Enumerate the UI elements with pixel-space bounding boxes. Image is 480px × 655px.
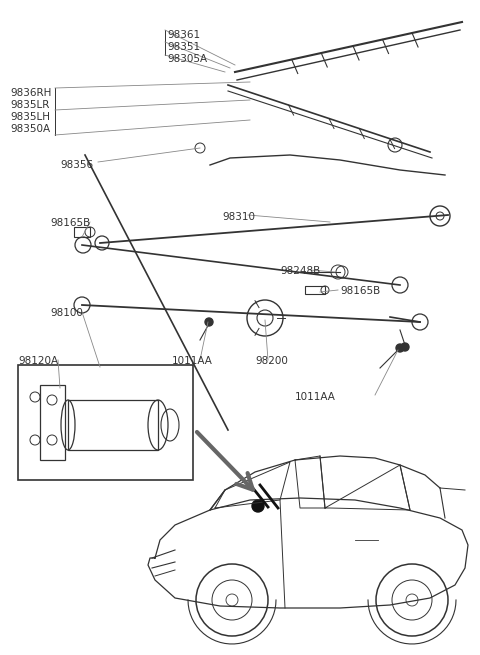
Circle shape bbox=[205, 318, 213, 326]
Text: 98356: 98356 bbox=[60, 160, 93, 170]
Text: 9835LR: 9835LR bbox=[10, 100, 49, 110]
Text: 98100: 98100 bbox=[50, 308, 83, 318]
Text: 98200: 98200 bbox=[255, 356, 288, 366]
Text: 98165B: 98165B bbox=[340, 286, 380, 296]
Circle shape bbox=[396, 344, 404, 352]
Bar bbox=[305, 286, 325, 294]
Text: 98350A: 98350A bbox=[10, 124, 50, 134]
Text: 98248B: 98248B bbox=[280, 266, 320, 276]
Text: 98165B: 98165B bbox=[50, 218, 90, 228]
Circle shape bbox=[401, 343, 409, 351]
Text: 1011AA: 1011AA bbox=[295, 392, 336, 402]
Bar bbox=[74, 227, 90, 237]
Text: 98351: 98351 bbox=[167, 42, 200, 52]
Text: 98305A: 98305A bbox=[167, 54, 207, 64]
Text: 98120A: 98120A bbox=[18, 356, 58, 366]
Text: 1011AA: 1011AA bbox=[172, 356, 213, 366]
Text: 98310: 98310 bbox=[222, 212, 255, 222]
Text: 9836RH: 9836RH bbox=[10, 88, 51, 98]
Text: 98361: 98361 bbox=[167, 30, 200, 40]
Text: 9835LH: 9835LH bbox=[10, 112, 50, 122]
Circle shape bbox=[252, 500, 264, 512]
Bar bbox=[18, 365, 193, 480]
Bar bbox=[40, 385, 65, 460]
Bar bbox=[68, 400, 158, 450]
